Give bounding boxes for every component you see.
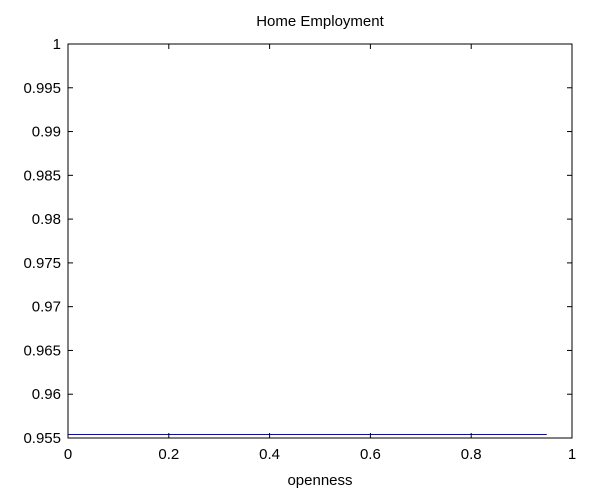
y-tick-label: 1 xyxy=(53,36,61,53)
x-axis-label: openness xyxy=(287,472,352,489)
x-tick-label: 0.4 xyxy=(259,446,280,463)
y-tick-label: 0.975 xyxy=(23,255,61,272)
y-tick-label: 0.99 xyxy=(32,124,61,141)
y-tick-label: 0.985 xyxy=(23,167,61,184)
y-tick-label: 0.995 xyxy=(23,80,61,97)
x-tick-label: 0.8 xyxy=(461,446,482,463)
y-tick-label: 0.96 xyxy=(32,386,61,403)
y-tick-label: 0.98 xyxy=(32,211,61,228)
y-tick-label: 0.955 xyxy=(23,430,61,447)
plot-frame xyxy=(67,43,573,439)
chart-title: Home Employment xyxy=(256,13,384,30)
y-tick-label: 0.965 xyxy=(23,342,61,359)
x-tick-label: 0.2 xyxy=(158,446,179,463)
x-tick-label: 0.6 xyxy=(360,446,381,463)
x-tick-label: 1 xyxy=(568,446,576,463)
y-tick-label: 0.97 xyxy=(32,299,61,316)
x-tick-label: 0 xyxy=(64,446,72,463)
